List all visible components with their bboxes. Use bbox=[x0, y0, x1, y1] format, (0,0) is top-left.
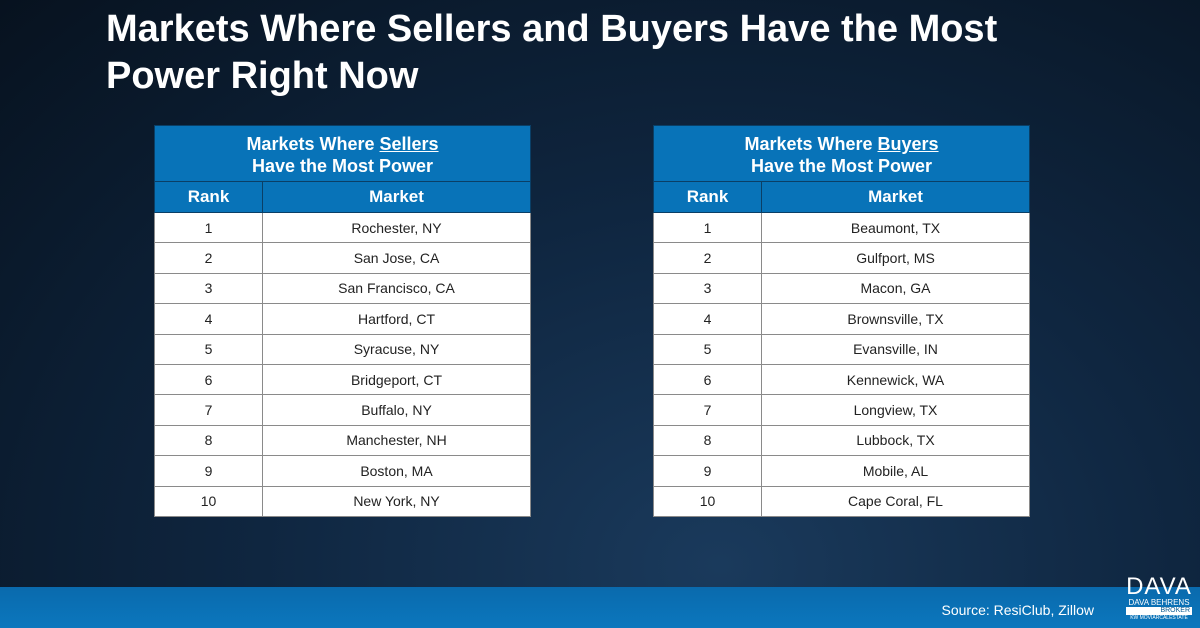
market-header: Market bbox=[262, 181, 531, 213]
rank-cell: 7 bbox=[154, 394, 263, 426]
table-row: 9 Boston, MA bbox=[154, 455, 531, 487]
rank-cell: 7 bbox=[653, 394, 762, 426]
table-row: 6 Kennewick, WA bbox=[653, 363, 1030, 396]
sellers-table: Markets Where Sellers Have the Most Power… bbox=[154, 125, 531, 517]
logo-tagline: KW MOVIARCALESTATE bbox=[1130, 615, 1188, 621]
table-row: 7 Buffalo, NY bbox=[154, 394, 531, 426]
rank-cell: 3 bbox=[653, 272, 762, 305]
rank-cell: 4 bbox=[653, 303, 762, 335]
rank-header: Rank bbox=[653, 181, 762, 213]
rank-cell: 1 bbox=[154, 211, 263, 244]
rank-cell: 10 bbox=[154, 485, 263, 517]
rank-cell: 9 bbox=[653, 455, 762, 487]
caption-emphasis: Buyers bbox=[877, 134, 939, 154]
rank-cell: 5 bbox=[154, 333, 263, 365]
rank-header: Rank bbox=[154, 181, 263, 213]
table-row: 5 Evansville, IN bbox=[653, 333, 1030, 365]
market-header: Market bbox=[761, 181, 1030, 213]
logo-role: BROKER bbox=[1126, 607, 1192, 615]
market-cell: Beaumont, TX bbox=[761, 211, 1030, 244]
table-row: 2 Gulfport, MS bbox=[653, 242, 1030, 274]
rank-cell: 10 bbox=[653, 485, 762, 517]
market-cell: Rochester, NY bbox=[262, 211, 531, 244]
rank-cell: 1 bbox=[653, 211, 762, 244]
table-row: 4 Brownsville, TX bbox=[653, 303, 1030, 335]
table-row: 6 Bridgeport, CT bbox=[154, 363, 531, 396]
market-cell: San Jose, CA bbox=[262, 242, 531, 274]
market-cell: Buffalo, NY bbox=[262, 394, 531, 426]
caption-text: Markets Where bbox=[744, 134, 878, 154]
market-cell: San Francisco, CA bbox=[262, 272, 531, 305]
source-note: Source: ResiClub, Zillow bbox=[941, 602, 1095, 618]
footer-bar: Source: ResiClub, Zillow DAVA DAVA BEHRE… bbox=[0, 575, 1200, 628]
buyers-table: Markets Where Buyers Have the Most Power … bbox=[653, 125, 1030, 517]
market-cell: Mobile, AL bbox=[761, 455, 1030, 487]
caption-text: Markets Where bbox=[246, 134, 380, 154]
market-cell: Macon, GA bbox=[761, 272, 1030, 305]
rank-cell: 2 bbox=[154, 242, 263, 274]
market-cell: Longview, TX bbox=[761, 394, 1030, 426]
market-cell: Gulfport, MS bbox=[761, 242, 1030, 274]
logo-name: DAVA BEHRENS bbox=[1128, 598, 1190, 607]
market-cell: Boston, MA bbox=[262, 455, 531, 487]
table-row: 9 Mobile, AL bbox=[653, 455, 1030, 487]
logo-wordmark: DAVA bbox=[1126, 573, 1192, 600]
market-cell: Manchester, NH bbox=[262, 424, 531, 457]
table-row: 7 Longview, TX bbox=[653, 394, 1030, 426]
rank-cell: 8 bbox=[154, 424, 263, 457]
market-cell: Bridgeport, CT bbox=[262, 363, 531, 396]
rank-cell: 5 bbox=[653, 333, 762, 365]
rank-cell: 6 bbox=[154, 363, 263, 396]
table-row: 3 San Francisco, CA bbox=[154, 272, 531, 305]
rank-cell: 8 bbox=[653, 424, 762, 457]
table-row: 1 Rochester, NY bbox=[154, 211, 531, 244]
caption-emphasis: Sellers bbox=[379, 134, 439, 154]
market-cell: Hartford, CT bbox=[262, 303, 531, 335]
rank-cell: 9 bbox=[154, 455, 263, 487]
table-row: 4 Hartford, CT bbox=[154, 303, 531, 335]
rank-cell: 3 bbox=[154, 272, 263, 305]
table-row: 8 Lubbock, TX bbox=[653, 424, 1030, 457]
rank-cell: 6 bbox=[653, 363, 762, 396]
table-row: 10 New York, NY bbox=[154, 485, 531, 517]
brand-logo: DAVA DAVA BEHRENS BROKER KW MOVIARCALEST… bbox=[1126, 573, 1192, 622]
table-caption: Markets Where Buyers Have the Most Power bbox=[653, 125, 1030, 182]
rank-cell: 4 bbox=[154, 303, 263, 335]
table-row: 1 Beaumont, TX bbox=[653, 211, 1030, 244]
caption-text: Have the Most Power bbox=[251, 156, 434, 176]
market-cell: Syracuse, NY bbox=[262, 333, 531, 365]
market-cell: New York, NY bbox=[262, 485, 531, 517]
market-cell: Kennewick, WA bbox=[761, 363, 1030, 396]
market-cell: Cape Coral, FL bbox=[761, 485, 1030, 517]
market-cell: Brownsville, TX bbox=[761, 303, 1030, 335]
page-title: Markets Where Sellers and Buyers Have th… bbox=[106, 8, 998, 97]
table-row: 8 Manchester, NH bbox=[154, 424, 531, 457]
table-row: 3 Macon, GA bbox=[653, 272, 1030, 305]
table-row: 5 Syracuse, NY bbox=[154, 333, 531, 365]
table-caption: Markets Where Sellers Have the Most Power bbox=[154, 125, 531, 182]
caption-text: Have the Most Power bbox=[750, 156, 933, 176]
market-cell: Evansville, IN bbox=[761, 333, 1030, 365]
table-row: 2 San Jose, CA bbox=[154, 242, 531, 274]
rank-cell: 2 bbox=[653, 242, 762, 274]
table-row: 10 Cape Coral, FL bbox=[653, 485, 1030, 517]
market-cell: Lubbock, TX bbox=[761, 424, 1030, 457]
